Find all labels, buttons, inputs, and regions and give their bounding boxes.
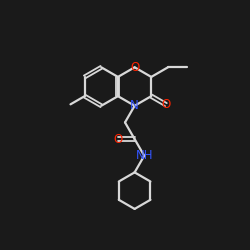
Text: NH: NH — [136, 149, 153, 162]
Text: O: O — [161, 98, 170, 111]
Text: N: N — [130, 99, 139, 112]
Text: O: O — [130, 61, 139, 74]
Text: O: O — [113, 132, 122, 145]
